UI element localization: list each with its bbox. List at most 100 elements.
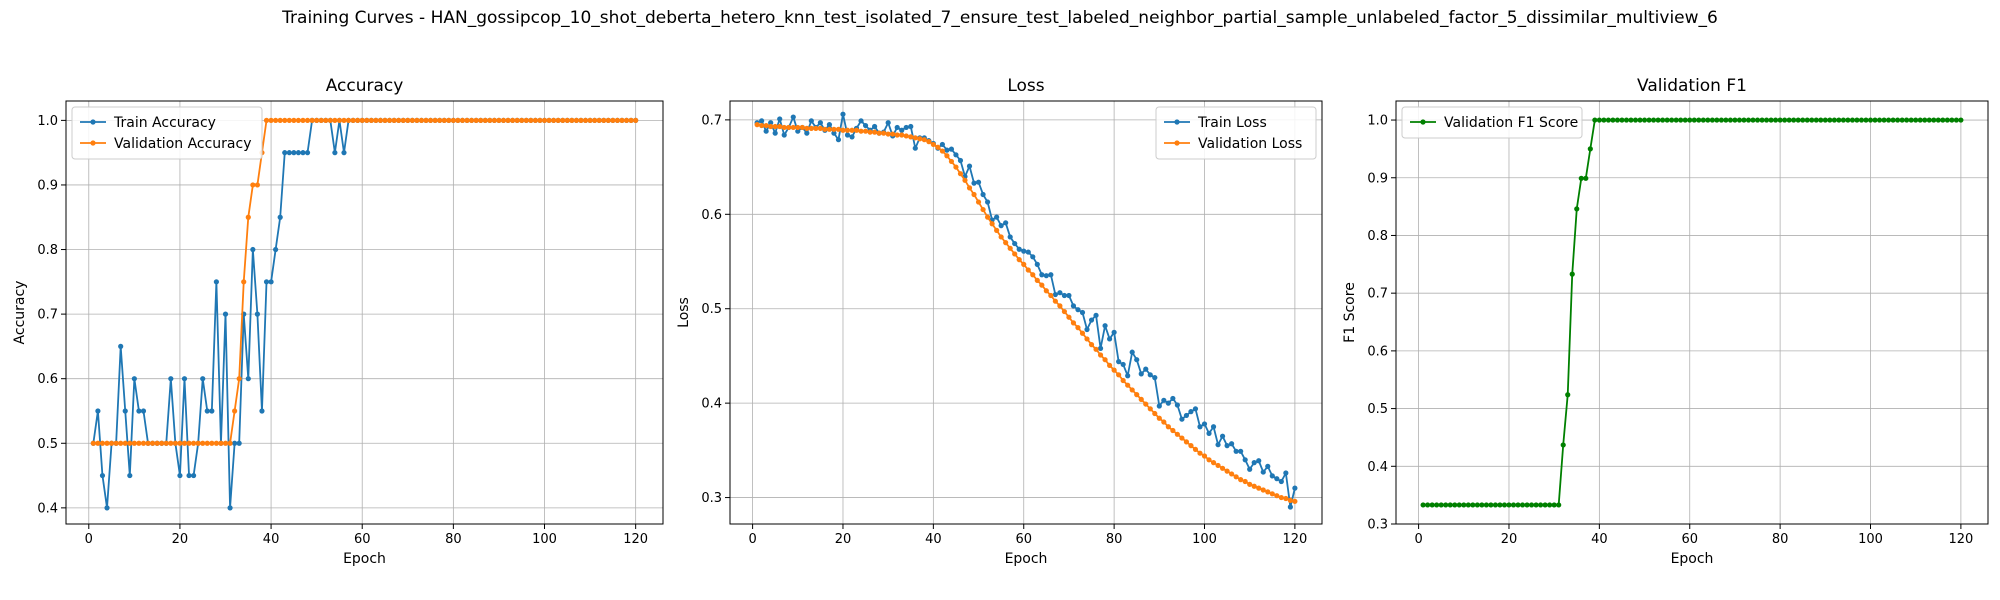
accuracy-series-validation-accuracy-point (341, 117, 347, 123)
f1-series-validation-f1-score-point (1795, 117, 1801, 123)
accuracy-series-validation-accuracy-point (136, 440, 142, 446)
loss-series-validation-loss-point (1206, 457, 1212, 463)
accuracy-series-train-accuracy-point (304, 150, 311, 156)
accuracy-series-validation-accuracy-point (432, 117, 438, 123)
f1-series-validation-f1-score-point (1560, 442, 1566, 448)
loss-series-train-loss-point (944, 147, 950, 153)
loss-series-train-loss-point (908, 123, 914, 130)
accuracy-series-validation-accuracy-point (619, 117, 625, 123)
f1-series-validation-f1-score-point (1827, 117, 1833, 123)
accuracy-series-train-accuracy-point (227, 505, 233, 511)
loss-y-tick-label: 0.7 (701, 113, 722, 128)
accuracy-series-train-accuracy-point (131, 376, 137, 382)
f1-series-validation-f1-score-point (1610, 117, 1616, 123)
accuracy-series-validation-accuracy-point (418, 117, 425, 123)
loss-legend-label: Validation Loss (1198, 136, 1302, 152)
f1-series-validation-f1-score-point (1664, 117, 1670, 123)
accuracy-series-validation-accuracy-point (596, 117, 602, 123)
f1-series-validation-f1-score-point (1443, 502, 1449, 508)
loss-series-train-loss-point (1174, 402, 1180, 408)
f1-x-tick-label: 80 (1772, 532, 1789, 547)
loss-series-train-loss-point (1107, 336, 1113, 342)
accuracy-series-validation-accuracy-point (396, 117, 402, 123)
loss-series-validation-loss-point (1034, 277, 1040, 283)
accuracy-series-train-accuracy-point (295, 150, 302, 156)
f1-series-validation-f1-score-point (1953, 117, 1959, 123)
loss-series-train-loss-point (1170, 395, 1176, 402)
loss-series-train-loss-point (808, 118, 814, 124)
f1-series-validation-f1-score-point (1940, 117, 1946, 123)
accuracy-series-validation-accuracy-point (318, 117, 324, 123)
accuracy-series-validation-accuracy-point (345, 117, 352, 123)
accuracy-series-validation-accuracy-point (122, 440, 128, 446)
accuracy-series-validation-accuracy-point (332, 117, 338, 123)
accuracy-x-tick-label: 80 (445, 532, 462, 547)
loss-series-train-loss-point (1075, 307, 1081, 313)
f1-series-validation-f1-score-point (1587, 146, 1593, 152)
loss-series-validation-loss-point (1210, 460, 1217, 466)
accuracy-series-validation-accuracy-point (473, 117, 479, 123)
f1-series-validation-f1-score-point (1858, 117, 1865, 123)
loss-series-train-loss-point (1260, 469, 1266, 475)
f1-series-validation-f1-score-point (1822, 117, 1828, 123)
loss-series-train-loss-point (939, 141, 946, 148)
f1-series-validation-f1-score-point (1574, 206, 1580, 212)
accuracy-series-validation-accuracy-point (336, 117, 343, 123)
accuracy-series-train-accuracy-point (273, 246, 279, 253)
f1-series-validation-f1-score-point (1420, 502, 1426, 508)
f1-series-validation-f1-score-point (1429, 502, 1435, 508)
f1-series-validation-f1-score-point (1515, 502, 1521, 508)
loss-series-train-loss-point (1102, 323, 1108, 329)
accuracy-x-tick-label: 0 (85, 532, 93, 547)
accuracy-series-validation-accuracy-point (446, 117, 452, 123)
accuracy-series-train-accuracy-point (99, 472, 106, 479)
loss-series-train-loss-point (1224, 443, 1230, 449)
f1-series-validation-f1-score-point (1592, 117, 1598, 123)
f1-legend-swatch-marker (1420, 119, 1426, 125)
loss-series-validation-loss-point (1016, 257, 1022, 263)
loss-series-validation-loss-point (1120, 377, 1126, 384)
loss-series-validation-loss-point (1188, 443, 1194, 449)
loss-series-validation-loss-point (975, 199, 982, 205)
loss-series-train-loss-point (1229, 441, 1235, 447)
loss-series-train-loss-point (1039, 272, 1045, 278)
loss-series-train-loss-point (1030, 254, 1036, 260)
f1-series-validation-f1-score-point (1632, 117, 1639, 123)
loss-series-validation-loss-point (1183, 439, 1190, 445)
loss-series-validation-loss-point (894, 132, 900, 138)
f1-x-tick-label: 20 (1501, 532, 1518, 547)
accuracy-series-validation-accuracy-point (195, 440, 201, 446)
accuracy-series-train-accuracy-point (263, 279, 270, 285)
loss-series-validation-loss-point (1247, 481, 1253, 487)
loss-legend-item: Train Loss (1164, 115, 1267, 131)
loss-series-validation-loss-point (971, 191, 977, 198)
f1-y-tick-label: 0.8 (1367, 229, 1388, 244)
loss-series-validation-loss-point (763, 122, 769, 129)
loss-series-validation-loss-point (804, 125, 810, 131)
accuracy-series-validation-accuracy-point (496, 117, 502, 123)
accuracy-series-validation-accuracy-point (555, 117, 561, 123)
loss-series-validation-loss-point (984, 214, 991, 220)
accuracy-legend-item: Train Accuracy (80, 115, 216, 131)
loss-series-validation-loss-point (777, 123, 783, 130)
f1-series-validation-f1-score-point (1641, 117, 1648, 123)
accuracy-series-validation-accuracy-point (145, 440, 151, 446)
accuracy-x-axis-label: Epoch (343, 551, 386, 567)
accuracy-series-train-accuracy-point (213, 279, 219, 285)
loss-series-validation-loss-point (980, 206, 986, 213)
f1-y-tick-label: 0.3 (1367, 518, 1388, 533)
accuracy-series-validation-accuracy-point (181, 440, 188, 446)
f1-series-validation-f1-score-point (1524, 502, 1530, 508)
accuracy-series-train-accuracy-point (140, 408, 147, 414)
loss-series-validation-loss-point (1224, 468, 1230, 474)
loss-series-validation-loss-point (1093, 346, 1099, 352)
f1-series-validation-f1-score-point (1492, 502, 1499, 508)
accuracy-series-validation-accuracy-point (373, 117, 379, 123)
accuracy-series-validation-accuracy-point (309, 117, 315, 123)
accuracy-series-validation-accuracy-point (368, 117, 374, 123)
loss-series-train-loss-point (1111, 329, 1117, 335)
accuracy-legend-swatch-marker (90, 119, 96, 125)
accuracy-legend-label: Validation Accuracy (114, 136, 252, 152)
loss-series-validation-loss-point (1238, 477, 1244, 483)
accuracy-series-validation-accuracy-point (350, 117, 356, 123)
